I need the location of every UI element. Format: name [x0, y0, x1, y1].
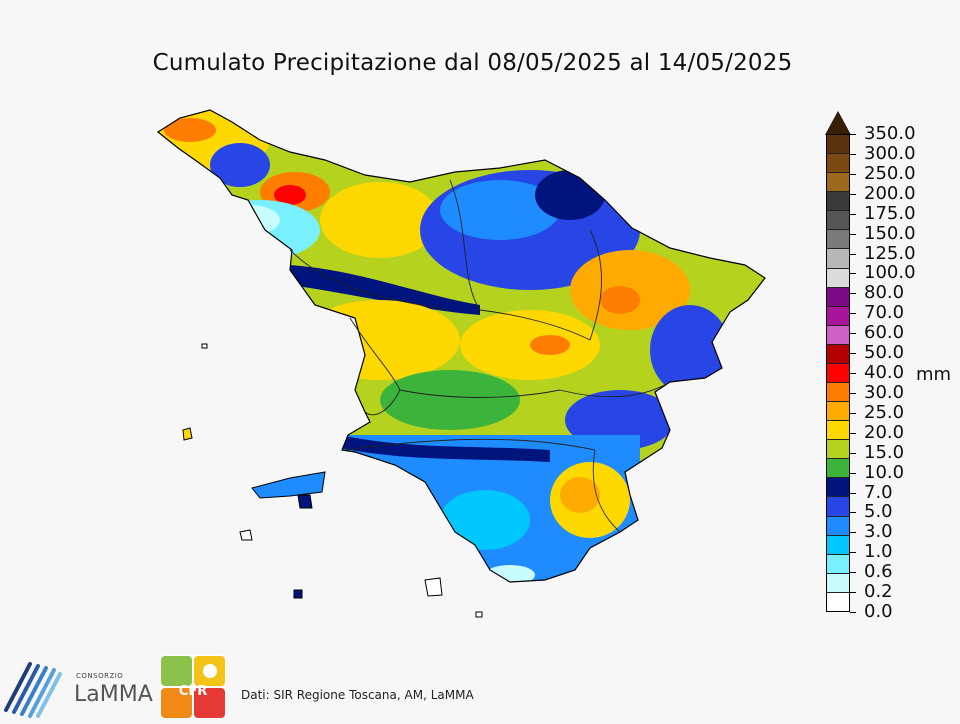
colorbar-bin [827, 211, 849, 231]
colorbar-tick [850, 412, 856, 414]
colorbar-bin [827, 192, 849, 212]
lamma-logo-top: CONSORZIO [76, 672, 124, 680]
colorbar-tick-label: 350.0 [864, 123, 916, 144]
colorbar-tick [850, 213, 856, 215]
colorbar-bin [827, 173, 849, 193]
colorbar-tick-label: 125.0 [864, 242, 916, 264]
colorbar-tick [850, 592, 856, 594]
colorbar-bin [827, 554, 849, 574]
colorbar-tick-label: 30.0 [864, 381, 905, 403]
colorbar-tick [850, 612, 856, 613]
colorbar-tick-label: 50.0 [864, 342, 905, 364]
colorbar-bin [827, 440, 849, 460]
colorbar-bin [827, 478, 849, 498]
colorbar-tick-label: 80.0 [864, 282, 905, 304]
colorbar-ticks: 350.0 300.0 250.0 200.0 175.0 150.0 125.0 100.0… [850, 112, 950, 622]
colorbar-tick [850, 552, 856, 554]
colorbar-bin [827, 135, 849, 155]
colorbar-tick-label: 100.0 [864, 262, 916, 284]
colorbar-bin [827, 535, 849, 555]
colorbar-tick-label: 250.0 [864, 162, 916, 184]
precipitation-colorbar: 350.0 300.0 250.0 200.0 175.0 150.0 125.0 100.0… [825, 111, 956, 622]
colorbar-tick [850, 373, 856, 374]
colorbar-tick [850, 492, 856, 494]
cfr-logo-text: CFR [179, 684, 207, 699]
cfr-logo: CFR [160, 655, 226, 719]
colorbar-tick [850, 173, 856, 175]
colorbar-tick-label: 150.0 [864, 222, 916, 244]
colorbar-tick-label: 1.0 [864, 541, 893, 563]
precipitation-map [156, 109, 766, 618]
colorbar-bin [827, 459, 849, 479]
colorbar-tick-label: 10.0 [864, 461, 905, 483]
lamma-stripes-icon [4, 662, 62, 718]
colorbar-bin [827, 497, 849, 517]
colorbar-tick [850, 532, 856, 534]
colorbar-tick-label: 15.0 [864, 441, 905, 463]
colorbar-bins [826, 134, 850, 612]
colorbar-bin [827, 230, 849, 250]
colorbar-tick-label: 20.0 [864, 421, 905, 443]
colorbar-tick [850, 512, 856, 514]
colorbar-tick [850, 273, 856, 275]
colorbar-tick [850, 572, 856, 574]
colorbar-tick [850, 392, 856, 394]
colorbar-tick-label: 175.0 [864, 202, 916, 224]
colorbar-tick [850, 313, 856, 315]
lamma-logo-name: LaMMA [74, 682, 153, 707]
colorbar-tick-label: 3.0 [864, 521, 893, 543]
colorbar-bin [827, 325, 849, 345]
colorbar-bin [827, 383, 849, 403]
colorbar-tick [850, 293, 856, 295]
colorbar-tick [850, 333, 856, 335]
colorbar-tick-label: 7.0 [864, 481, 893, 503]
colorbar-tick-label: 60.0 [864, 322, 905, 344]
colorbar-bin [827, 306, 849, 326]
colorbar-max-arrow [826, 112, 850, 134]
colorbar-tick-label: 300.0 [864, 142, 916, 164]
colorbar-tick [850, 134, 856, 135]
colorbar-bin [827, 287, 849, 307]
colorbar-bin [827, 573, 849, 593]
colorbar-tick [850, 452, 856, 454]
colorbar-bin [827, 154, 849, 174]
colorbar-tick [850, 472, 856, 474]
colorbar-bin [827, 344, 849, 364]
colorbar-tick [850, 353, 856, 355]
colorbar-bin [827, 592, 849, 611]
colorbar-tick [850, 432, 856, 434]
colorbar-tick [850, 153, 856, 155]
colorbar-tick-label: 40.0 [864, 362, 905, 383]
colorbar-bin [827, 516, 849, 536]
colorbar-tick-label: 0.6 [864, 561, 893, 583]
map-title: Cumulato Precipitazione dal 08/05/2025 a… [152, 50, 793, 76]
colorbar-tick-label: 200.0 [864, 182, 916, 204]
colorbar-bin [827, 268, 849, 288]
colorbar-tick-label: 0.0 [864, 601, 893, 622]
colorbar-tick [850, 233, 856, 235]
colorbar-bin [827, 363, 849, 384]
colorbar-tick-label: 70.0 [864, 302, 905, 324]
colorbar-bin [827, 402, 849, 422]
colorbar-tick-label: 25.0 [864, 401, 905, 423]
data-credit: Dati: SIR Regione Toscana, AM, LaMMA [241, 688, 474, 702]
colorbar-unit: mm [916, 364, 952, 385]
lamma-logo: CONSORZIO LaMMA [0, 650, 153, 720]
colorbar-tick-label: 5.0 [864, 501, 893, 523]
colorbar-tick [850, 253, 856, 255]
colorbar-tick [850, 193, 856, 195]
colorbar-bin [827, 249, 849, 269]
colorbar-bin [827, 421, 849, 441]
colorbar-tick-label: 0.2 [864, 581, 893, 603]
